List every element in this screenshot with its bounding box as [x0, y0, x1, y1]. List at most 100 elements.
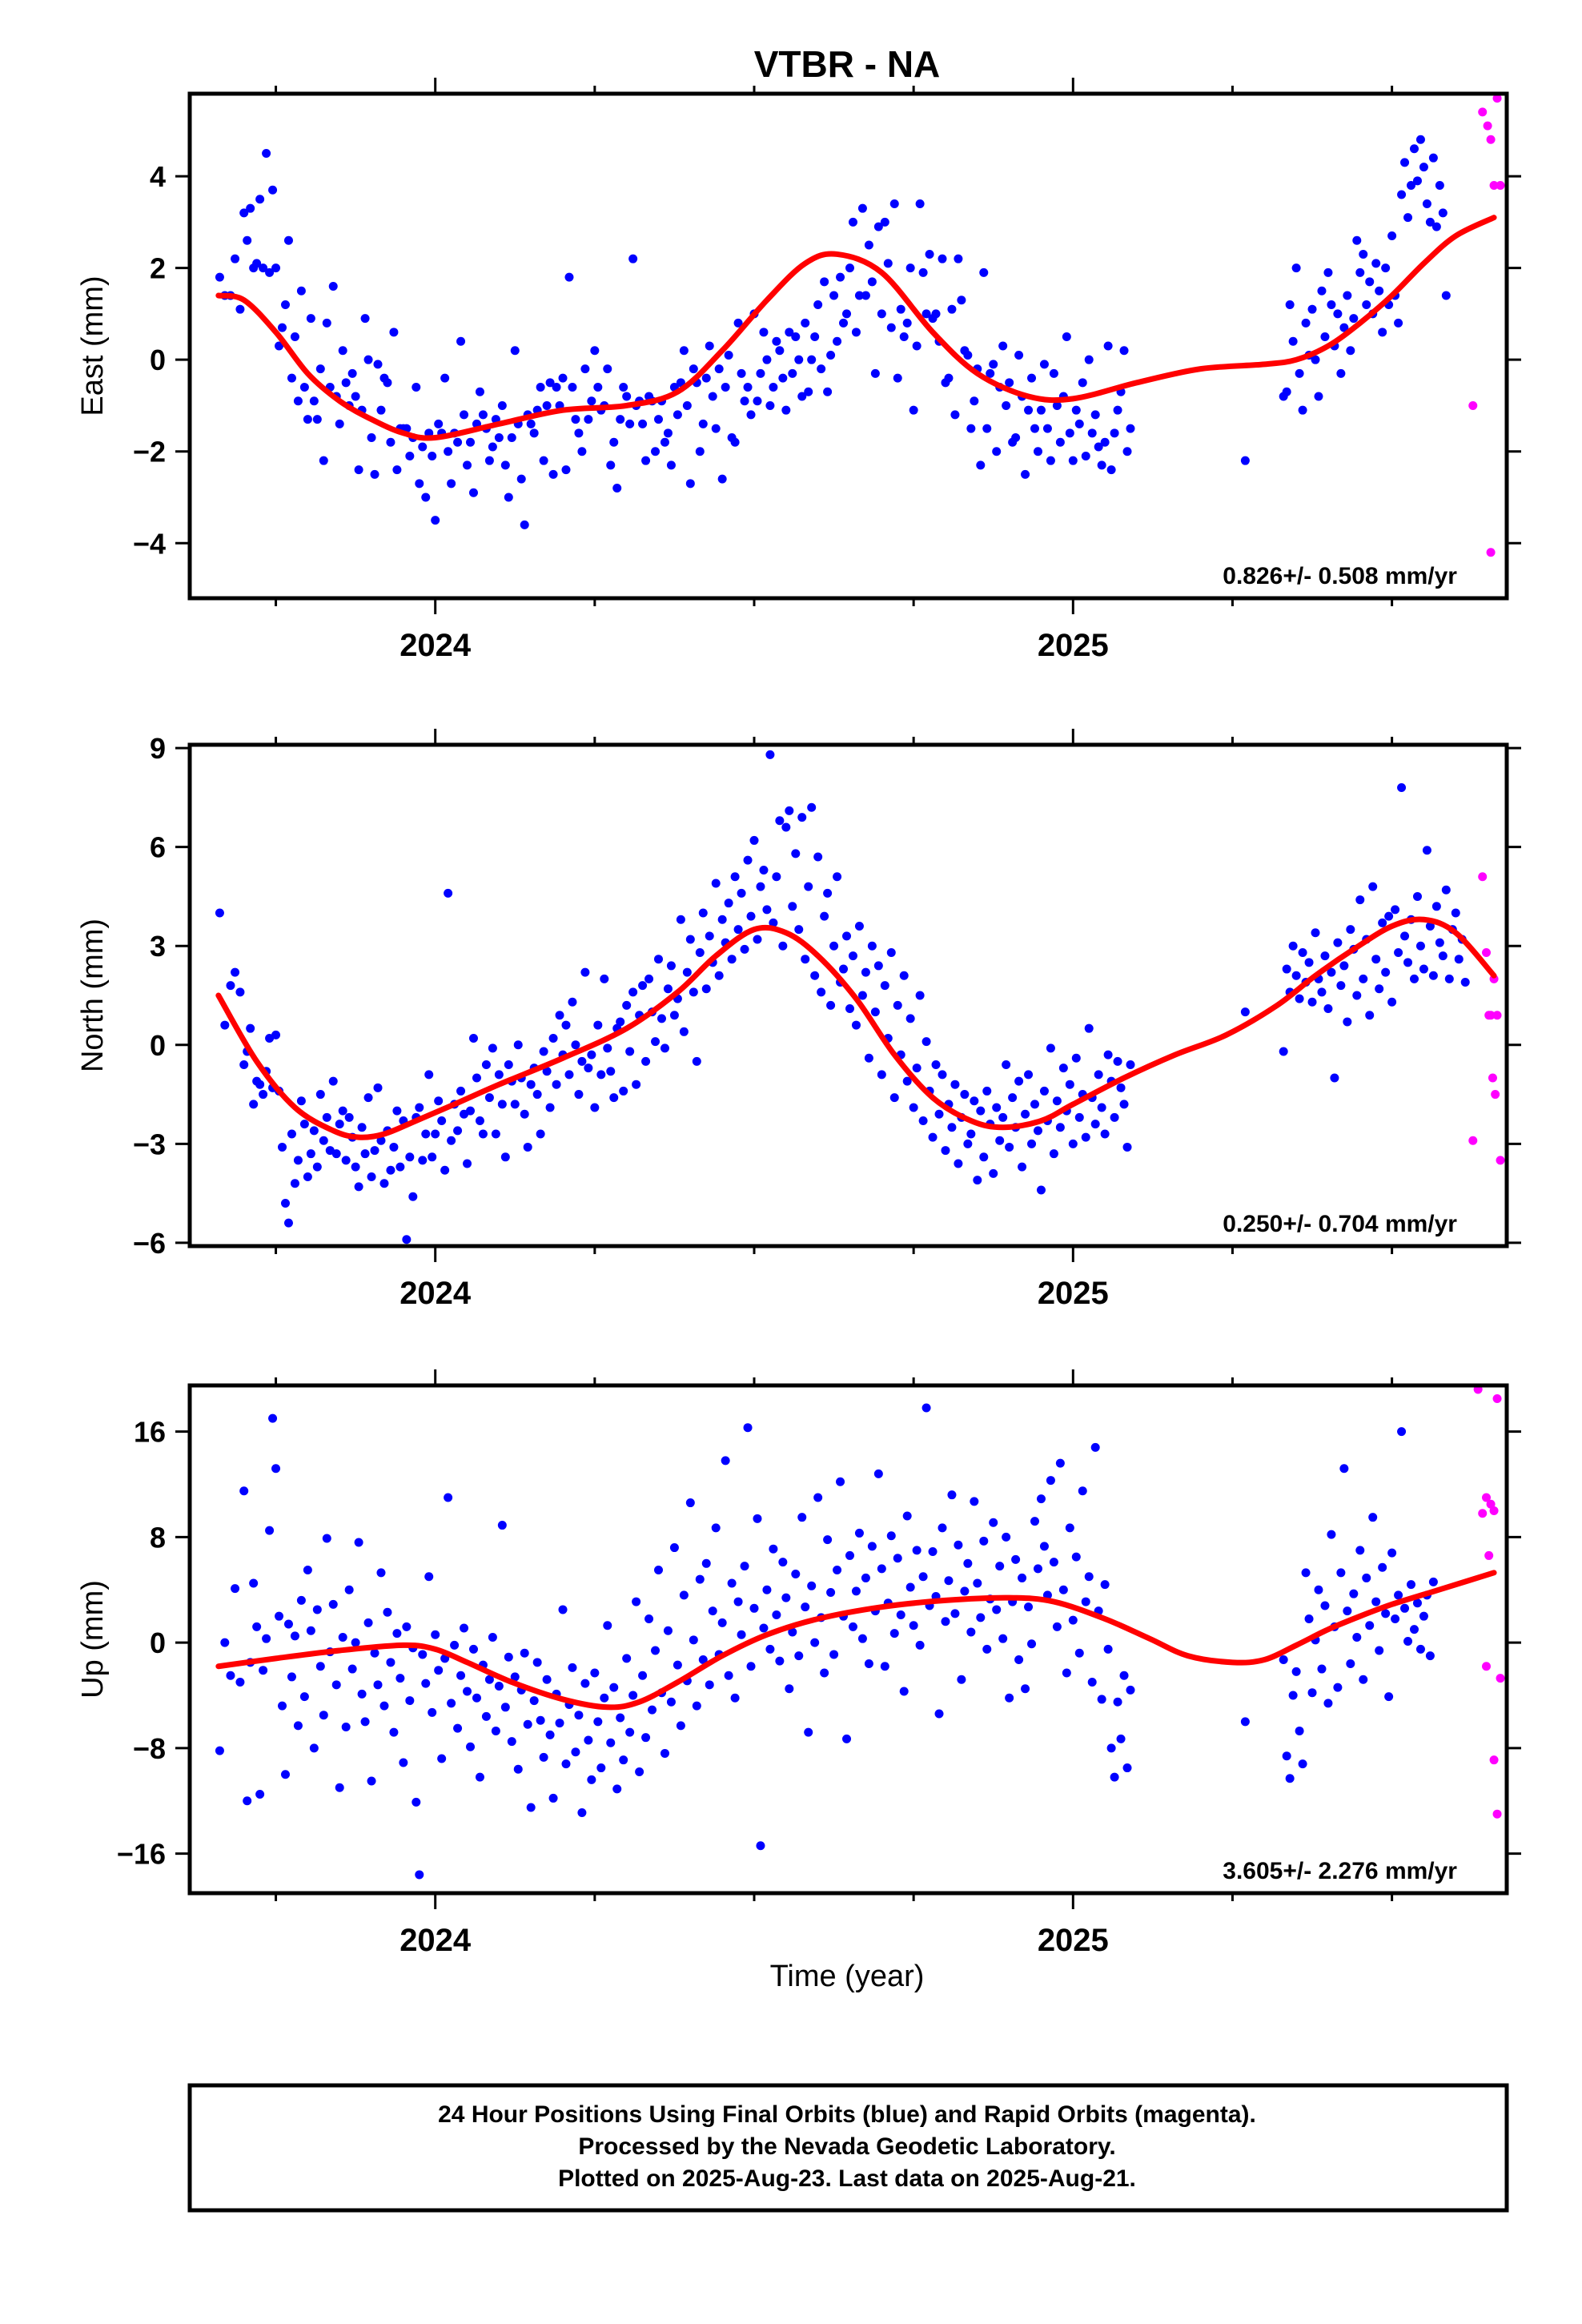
final-orbit-point [246, 1023, 255, 1033]
final-orbit-point [708, 1606, 717, 1616]
final-orbit-point [587, 1050, 596, 1059]
final-orbit-point [705, 341, 714, 351]
final-orbit-point [504, 493, 513, 502]
final-orbit-point [867, 941, 877, 951]
footer-line-3: Plotted on 2025-Aug-23. Last data on 202… [558, 2165, 1136, 2192]
final-orbit-point [944, 373, 954, 383]
final-orbit-point [857, 1634, 867, 1643]
final-orbit-point [743, 383, 753, 392]
final-orbit-point [775, 1656, 785, 1666]
final-orbit-point [950, 410, 960, 420]
final-orbit-point [1033, 447, 1042, 456]
final-orbit-point [603, 1621, 612, 1630]
final-orbit-point [235, 304, 245, 314]
final-orbit-point [1065, 1080, 1074, 1089]
final-orbit-point [1240, 456, 1250, 465]
final-orbit-point [1014, 350, 1024, 360]
final-orbit-point [431, 1630, 440, 1639]
final-orbit-point [982, 1644, 992, 1654]
final-orbit-point [606, 460, 616, 470]
final-orbit-point [918, 1572, 928, 1582]
final-orbit-point [628, 254, 638, 263]
final-orbit-point [351, 1638, 360, 1647]
final-orbit-point [727, 1578, 737, 1588]
rapid-orbit-point [1483, 121, 1492, 131]
final-orbit-point [1381, 263, 1391, 273]
final-orbit-point [363, 1618, 373, 1627]
final-orbit-point [1014, 1655, 1024, 1665]
final-orbit-point [1024, 1070, 1034, 1080]
final-orbit-point [475, 1116, 484, 1125]
final-orbit-point [275, 1611, 284, 1621]
final-orbit-point [552, 383, 561, 392]
y-tick-label-up: 16 [134, 1416, 166, 1449]
final-orbit-point [299, 383, 309, 392]
final-orbit-point [1441, 885, 1451, 895]
final-orbit-point [973, 1578, 982, 1588]
final-orbit-point [842, 931, 852, 941]
final-orbit-point [1387, 1548, 1397, 1558]
final-orbit-point [1365, 1621, 1375, 1630]
final-orbit-point [791, 1569, 801, 1578]
final-orbit-point [797, 1513, 807, 1522]
final-orbit-point [1403, 1636, 1413, 1646]
rapid-orbit-point [1482, 1493, 1492, 1502]
final-orbit-point [303, 1172, 312, 1182]
final-orbit-point [921, 1403, 931, 1413]
final-orbit-point [1317, 987, 1327, 997]
final-orbit-point [845, 1550, 854, 1560]
final-orbit-point [1084, 1572, 1094, 1582]
final-orbit-point [507, 1737, 516, 1747]
final-orbit-point [500, 1152, 510, 1162]
final-orbit-point [1052, 1622, 1062, 1631]
final-orbit-point [794, 355, 804, 364]
final-orbit-point [428, 1707, 437, 1717]
final-orbit-point [529, 1696, 539, 1706]
final-orbit-point [278, 323, 287, 332]
final-orbit-point [322, 1112, 331, 1122]
model-fit-curve [215, 1570, 1497, 1711]
rapid-orbit-point [1491, 1090, 1500, 1100]
final-orbit-point [545, 378, 555, 388]
final-orbit-point [992, 447, 1002, 456]
final-orbit-point [1415, 1644, 1425, 1654]
y-tick-label-north: −6 [133, 1227, 166, 1260]
y-tick-label-east: 4 [150, 160, 166, 193]
final-orbit-point [418, 1156, 428, 1165]
final-orbit-point [331, 1149, 341, 1159]
x-tick-label: 2025 [1038, 1276, 1109, 1311]
final-orbit-point [759, 1623, 769, 1633]
final-orbit-point [676, 915, 685, 924]
final-orbit-point [481, 1711, 491, 1721]
final-orbit-point [867, 1542, 877, 1551]
final-orbit-point [721, 383, 730, 392]
final-orbit-point [1100, 1129, 1110, 1139]
x-tick-label: 2024 [400, 1923, 472, 1958]
final-orbit-point [278, 1142, 287, 1152]
final-orbit-point [513, 1764, 523, 1774]
y-tick-label-up: −16 [117, 1838, 166, 1871]
final-orbit-point [842, 309, 852, 319]
final-orbit-point [638, 981, 648, 991]
final-orbit-point [532, 1090, 542, 1100]
final-orbit-point [873, 222, 883, 231]
final-orbit-point [460, 1623, 469, 1633]
final-orbit-point [902, 1511, 912, 1521]
final-orbit-point [727, 955, 737, 964]
final-orbit-point [1415, 941, 1425, 951]
final-orbit-point [453, 1126, 463, 1136]
final-orbit-point [1005, 1693, 1014, 1703]
final-orbit-point [466, 437, 476, 447]
final-orbit-point [1295, 994, 1304, 1003]
final-orbit-point [484, 1675, 494, 1684]
final-orbit-point [673, 410, 682, 420]
final-orbit-point [797, 392, 807, 401]
final-orbit-point [775, 816, 785, 826]
final-orbit-point [896, 1610, 905, 1620]
final-orbit-point [772, 336, 781, 346]
final-orbit-point [220, 1020, 230, 1030]
final-orbit-point [1081, 1597, 1090, 1606]
final-orbit-point [829, 291, 839, 300]
final-orbit-point [215, 272, 224, 282]
final-orbit-point [1291, 263, 1301, 273]
